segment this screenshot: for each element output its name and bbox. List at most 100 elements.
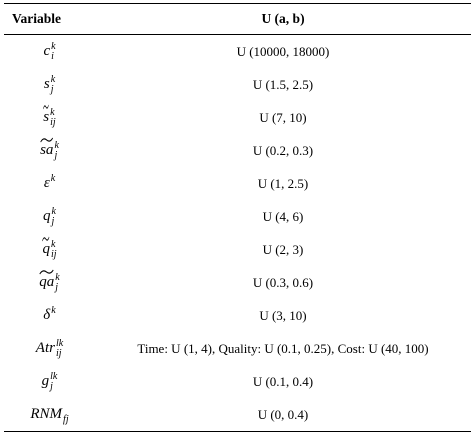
distribution-cell: Time: U (1, 4), Quality: U (0.1, 0.25), …: [137, 340, 429, 356]
math-variable: q k ij: [42, 236, 57, 260]
distribution-cell: U (4, 6): [262, 208, 304, 224]
math-variable: sa k j: [40, 137, 59, 161]
tilde-accent: [39, 269, 54, 275]
tilde-path: [40, 137, 54, 143]
distribution-cell: U (3, 10): [259, 307, 307, 323]
variable-cell: q k ij: [4, 233, 95, 266]
header-row: Variable U (a, b): [4, 3, 471, 35]
subscript: j: [55, 281, 59, 293]
math-variable: RNM fj: [30, 405, 68, 425]
variable-base: RNM: [30, 406, 63, 422]
math-variable: Atr lk ij: [35, 337, 64, 359]
subscript: [51, 316, 55, 326]
superscript: k: [50, 172, 56, 184]
variable-base: q: [43, 208, 51, 224]
superscript: [63, 405, 69, 415]
table-row: s k ij U (7, 10): [4, 101, 471, 134]
distribution-cell: U (1.5, 2.5): [252, 76, 314, 92]
variable-cell: RNM fj: [4, 398, 95, 432]
distribution-cell: U (2, 3): [262, 241, 304, 257]
distribution-cell: U (0.2, 0.3): [252, 142, 314, 158]
superscript: k: [51, 40, 56, 52]
variable-base: s: [43, 76, 50, 92]
superscript: k: [50, 106, 55, 118]
math-variable: qa k j: [39, 269, 60, 293]
subscript: ij: [55, 347, 62, 359]
variable-cell: Atr lk ij: [4, 332, 95, 365]
math-variable: g lk j: [41, 371, 58, 392]
math-variable: s k ij: [43, 104, 56, 128]
distribution-cell: U (10000, 18000): [236, 43, 330, 59]
distribution-cell: U (1, 2.5): [257, 175, 309, 191]
variable-base: ε: [43, 175, 50, 191]
variable-base: s: [43, 104, 49, 126]
superscript: k: [51, 205, 56, 217]
table-row: g lk j U (0.1, 0.4): [4, 365, 471, 398]
variable-base: sa: [40, 137, 53, 159]
superscript: k: [50, 73, 56, 85]
subscript: [51, 184, 55, 194]
scripts: k: [50, 172, 56, 194]
table-row: Atr lk ij Time: U (1, 4), Quality: U (0.1, …: [4, 332, 471, 365]
variable-base: qa: [39, 269, 54, 291]
tilde-accent: [40, 137, 54, 143]
tilde-path: [43, 104, 49, 110]
superscript: k: [54, 139, 59, 151]
tilde-accent: [42, 236, 50, 242]
distribution-cell: U (7, 10): [259, 109, 307, 125]
variable-cell: g lk j: [4, 365, 95, 398]
subscript: j: [54, 149, 58, 161]
subscript: j: [50, 83, 54, 95]
scripts: lk ij: [55, 337, 64, 359]
subscript: j: [50, 380, 53, 392]
superscript: lk: [55, 337, 64, 349]
variable-base: Atr: [35, 340, 55, 356]
subscript: fj: [63, 413, 69, 425]
subscript: ij: [50, 248, 57, 260]
scripts: k ij: [50, 106, 56, 128]
tilde-path: [42, 236, 50, 242]
superscript: k: [51, 304, 56, 316]
variable-cell: sa k j: [4, 134, 95, 167]
variable-base: c: [43, 43, 51, 59]
subscript: i: [51, 50, 54, 62]
subscript: j: [51, 215, 55, 227]
header-cell: U (a, b): [261, 11, 305, 26]
variable-base: g: [41, 373, 50, 389]
subscript: ij: [50, 116, 56, 128]
scripts: fj: [63, 405, 69, 425]
distribution-cell: U (0, 0.4): [257, 406, 309, 422]
table-row: qa k j U (0.3, 0.6): [4, 266, 471, 299]
table-row: RNM fj U (0, 0.4): [4, 398, 471, 432]
variable-base: δ: [43, 307, 51, 323]
tilde-accent: [43, 104, 49, 110]
variable-cell: s k ij: [4, 101, 95, 134]
header-cell: Variable: [12, 11, 62, 26]
scripts: k: [51, 304, 56, 326]
superscript: k: [50, 238, 56, 250]
superscript: k: [55, 271, 60, 283]
